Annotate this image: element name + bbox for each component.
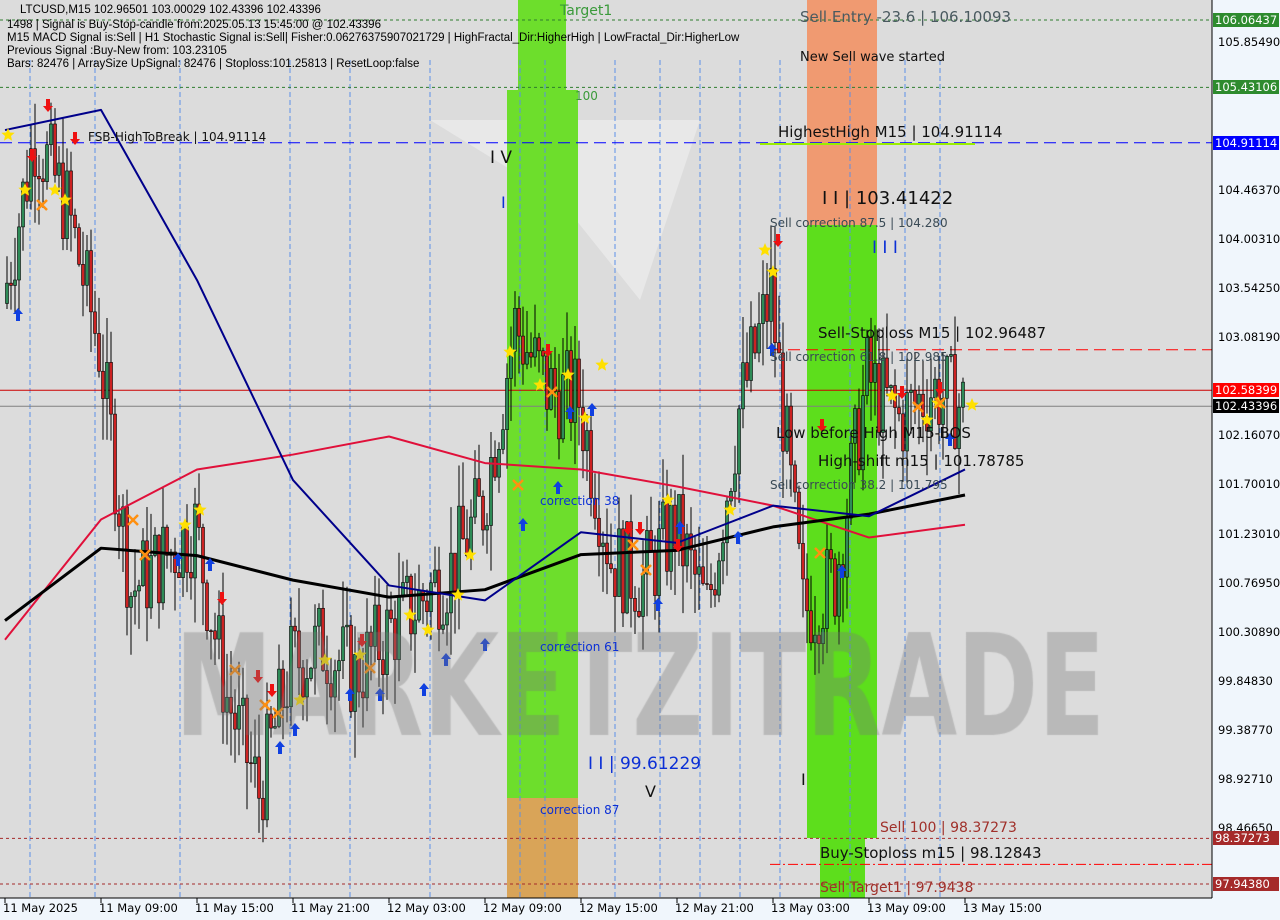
sell-correction-618: Sell correction 61.8 | 102.985 [770,350,948,364]
price-tick-label: 104.00310 [1218,232,1280,247]
previous-signal: Previous Signal :Buy-New from: 103.23105 [7,45,227,57]
time-tick-label: 11 May 15:00 [195,901,274,915]
level100-label: 100 [575,89,598,103]
price-tick-label: 103.54250 [1218,281,1280,296]
price-tag: 106.06437 [1213,13,1279,27]
price-tag: 105.43106 [1213,80,1279,95]
sell-correction-382: Sell correction 38.2 | 101.795 [770,478,948,492]
price-tick-label: 98.92710 [1218,772,1273,787]
time-tick-label: 13 May 03:00 [771,901,850,915]
target1-label: Target1 [560,3,613,19]
new-sell-wave-label: New Sell wave started [800,50,946,65]
signal-line: 1498 | Signal is Buy-Stop-candle from:20… [7,19,381,31]
price-tick-label: 104.46370 [1218,183,1280,198]
price-tick-label: 102.16070 [1218,428,1280,443]
price-tag: 98.37273 [1213,831,1279,846]
high-shift-label: High-shift m15 | 101.78785 [818,452,1025,470]
bars-info: Bars: 82476 | ArraySize UpSignal: 82476 … [7,58,420,70]
wave-i2-label: I [801,770,806,789]
price-tick-label: 99.84830 [1218,674,1273,689]
correction-61-label: correction 61 [540,640,620,654]
price-tick-label: 101.23010 [1218,527,1280,542]
time-tick-label: 13 May 09:00 [867,901,946,915]
price-axis-background [1212,0,1280,920]
price-tag: 102.58399 [1213,383,1279,398]
indicator-line: M15 MACD Signal is:Sell | H1 Stochastic … [7,32,740,44]
price-tick-label: 100.76950 [1218,576,1280,591]
correction-87-label: correction 87 [540,803,620,817]
sell-100-label: Sell 100 | 98.37273 [880,820,1017,836]
buy-stoploss-label: Buy-Stoploss m15 | 98.12843 [820,844,1042,862]
watermark-logo [0,0,1212,898]
sell-target1-label: Sell Target1 | 97.9438 [820,880,974,896]
wave-ii-high-label: I I | 103.41422 [822,188,954,209]
price-tick-label: 99.38770 [1218,723,1273,738]
sell-stoploss-label: Sell-Stoploss M15 | 102.96487 [818,324,1047,342]
time-tick-label: 11 May 09:00 [99,901,178,915]
price-tick-label: 100.30890 [1218,625,1280,640]
price-tag: 97.94380 [1213,877,1279,891]
price-tick-label: 105.85490 [1218,35,1280,50]
highest-high-label: HighestHigh M15 | 104.91114 [778,123,1003,141]
wave-iv-label: I V [490,148,513,168]
time-axis-background [0,898,1212,920]
sell-entry-label: Sell Entry -23.6 | 106.10093 [800,8,1012,26]
fsb-label: FSB-HighToBreak | 104.91114 [88,130,267,144]
wave-v-label: V [645,782,656,801]
symbol-ohlc: LTCUSD,M15 102.96501 103.00029 102.43396… [20,4,321,16]
time-tick-label: 12 May 03:00 [387,901,466,915]
low-before-high-label: Low before High M15-BOS [776,424,971,442]
price-tick-label: 101.70010 [1218,477,1280,492]
price-tick-label: 103.08190 [1218,330,1280,345]
time-tick-label: 11 May 2025 [3,901,78,915]
wave-ii-low-label: I I | 99.61229 [588,754,702,774]
time-tick-label: 11 May 21:00 [291,901,370,915]
wave-iii-label: I I I [872,238,898,258]
wave-i-label: I [501,193,506,212]
sell-correction-875: Sell correction 87.5 | 104.280 [770,216,948,230]
price-tag: 102.43396 [1213,399,1279,414]
time-tick-label: 12 May 21:00 [675,901,754,915]
time-tick-label: 12 May 09:00 [483,901,562,915]
time-tick-label: 13 May 15:00 [963,901,1042,915]
time-tick-label: 12 May 15:00 [579,901,658,915]
price-tag: 104.91114 [1213,135,1279,150]
correction-38-label: correction 38 [540,494,620,508]
